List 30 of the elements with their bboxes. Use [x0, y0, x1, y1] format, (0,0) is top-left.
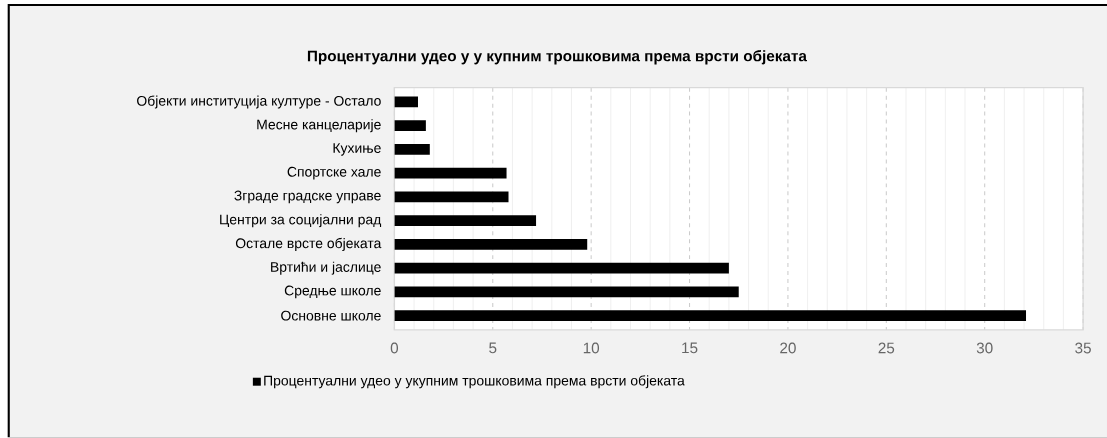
bar — [394, 120, 426, 132]
bar — [394, 191, 509, 203]
x-tick-label: 35 — [1075, 342, 1091, 354]
y-tick-label: Зграде градске управе — [234, 190, 381, 204]
x-tick-label: 15 — [682, 342, 698, 354]
x-tick-label: 20 — [780, 342, 796, 354]
y-tick-label: Спортске хале — [287, 167, 381, 180]
y-tick-label: Месне канцеларије — [257, 119, 381, 133]
bar — [394, 286, 739, 298]
x-tick-label: 25 — [878, 342, 895, 354]
x-tick-label: 10 — [583, 342, 600, 354]
y-tick-label: Основне школе — [281, 310, 381, 321]
x-tick-label: 0 — [390, 342, 399, 354]
y-tick-label: Вртићи и јаслице — [271, 261, 381, 275]
y-tick-label: Центри за социјални рад — [220, 214, 382, 228]
bar — [394, 215, 537, 227]
y-tick-label: Остале врсте објеката — [235, 238, 382, 252]
y-tick-label: Средње школе — [284, 285, 381, 299]
bar — [394, 168, 507, 179]
y-tick-label: Објекти институција културе - Остало — [137, 95, 381, 109]
legend-label: Процентуални удео у укупним трошковима према врсти објеката — [264, 375, 685, 389]
chart-title: Процентуални удео у у купним трошковима према врсти објеката — [307, 50, 807, 65]
bar — [394, 239, 588, 250]
x-tick-label: 5 — [489, 342, 497, 354]
bar — [394, 144, 430, 156]
bar — [394, 96, 418, 108]
x-tick-label: 30 — [976, 342, 993, 354]
bar — [394, 310, 1027, 322]
y-tick-label: Кухиње — [333, 143, 381, 156]
bar — [394, 263, 729, 274]
